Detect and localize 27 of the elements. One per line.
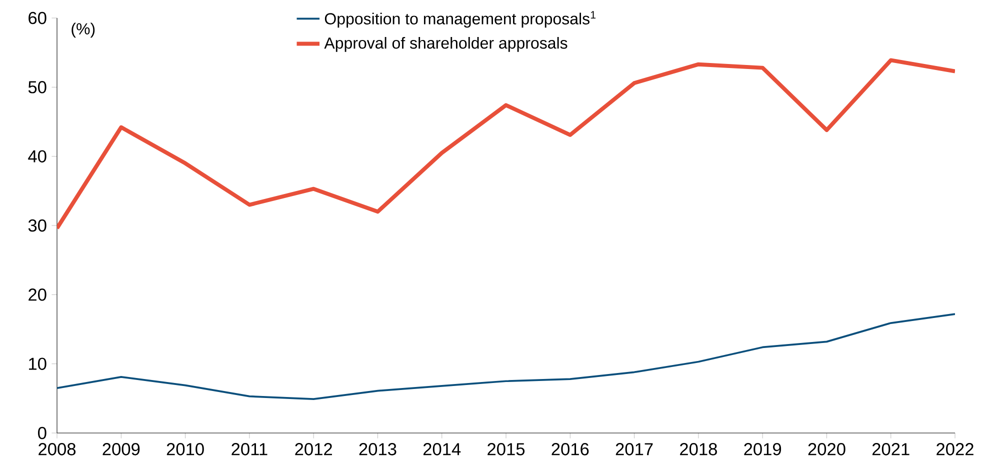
y-tick-label: 40 [28,150,46,162]
y-tick-label: 60 [28,12,46,24]
y-tick-label: 0 [38,426,46,440]
y-axis-title: (%) [72,22,95,38]
line-series [57,313,956,400]
legend-label: Approval of shareholder approsals [324,36,568,52]
y-tick-label: 50 [28,81,46,94]
x-tick-label: 2020 [808,443,846,456]
x-tick-label: 2012 [295,443,332,456]
y-tick-label: 10 [29,358,46,370]
x-tick-label: 2022 [936,443,974,456]
x-tick-label: 2013 [359,443,396,456]
y-tick-label: 20 [28,288,46,301]
legend-label: Opposition to management proposals$^{1}$ [324,11,596,28]
x-tick-label: 2018 [680,443,717,456]
x-tick-label: 2016 [552,443,589,456]
y-tick-label: 30 [28,219,46,232]
x-tick-label: 2021 [872,443,910,456]
x-tick-label: 2011 [232,443,268,456]
x-tick-label: 2019 [744,443,782,456]
x-tick-label: 2010 [166,443,204,456]
x-tick-label: 2017 [616,443,653,456]
x-tick-label: 2009 [102,443,140,456]
x-tick-label: 2015 [488,443,525,456]
x-tick-label: 2014 [423,443,461,456]
line-series [57,58,956,230]
x-tick-label: 2008 [38,443,76,456]
